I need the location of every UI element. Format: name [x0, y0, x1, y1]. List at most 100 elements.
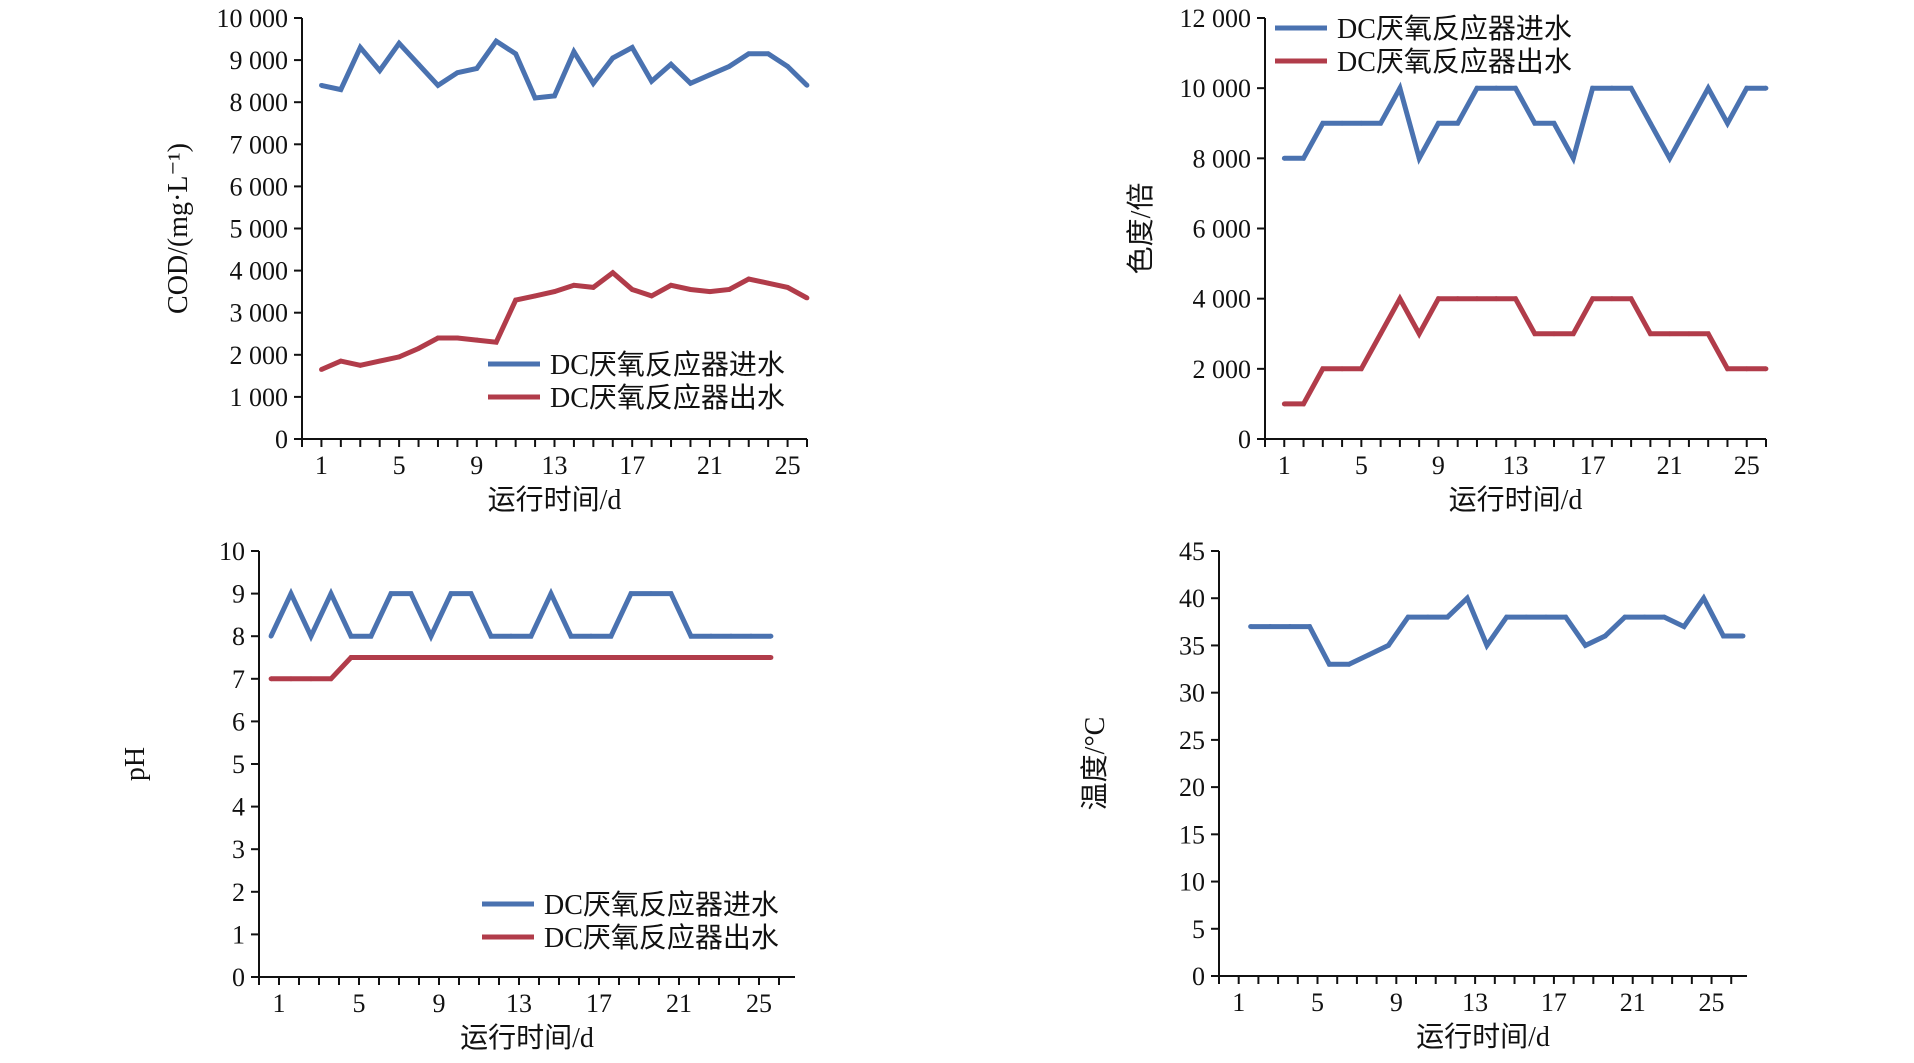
- data-point-outflow: [468, 655, 474, 660]
- data-point-inflow: [1763, 85, 1769, 91]
- y-tick-label: 5: [232, 750, 245, 779]
- legend-label-inflow: DC厌氧反应器进水: [550, 349, 785, 381]
- y-tick-label: 4: [232, 793, 245, 822]
- series-line-inflow: [1284, 81, 1766, 165]
- y-tick-label: 35: [1179, 631, 1205, 660]
- data-point-inflow: [588, 633, 594, 639]
- data-point-outflow: [1493, 296, 1499, 302]
- data-point-outflow: [448, 655, 454, 660]
- y-tick-label: 7 000: [230, 130, 289, 159]
- data-point-inflow: [474, 66, 480, 71]
- data-point-outflow: [629, 287, 635, 292]
- data-point-inflow: [1686, 120, 1692, 126]
- data-point-outflow: [1281, 401, 1287, 407]
- data-point-inflow: [765, 51, 771, 57]
- y-tick-label: 10: [219, 537, 245, 566]
- data-point-outflow: [1628, 296, 1634, 302]
- data-point-inflow: [707, 72, 713, 78]
- data-point-outflow: [1513, 296, 1518, 302]
- y-axis-title: 色度/倍: [1125, 183, 1157, 275]
- y-tick-label: 12 000: [1180, 4, 1252, 33]
- data-point-inflow: [1474, 85, 1480, 91]
- y-tick-label: 0: [232, 963, 245, 992]
- data-point-outflow: [1667, 331, 1673, 337]
- data-point-outflow: [785, 285, 790, 290]
- data-point-inflow: [568, 633, 574, 639]
- data-point-outflow: [1455, 296, 1461, 302]
- series-line-outflow: [271, 655, 771, 682]
- y-tick-label: 4 000: [230, 257, 289, 286]
- data-point-outflow: [688, 655, 694, 660]
- x-axis-title: 运行时间/d: [1416, 1021, 1550, 1053]
- y-tick-label: 7: [232, 665, 245, 694]
- data-point-outflow: [1416, 331, 1422, 337]
- data-point-inflow: [488, 633, 494, 639]
- data-point-outflow: [1744, 366, 1750, 372]
- data-point-inflow: [1358, 120, 1364, 126]
- data-point-inflow: [368, 633, 374, 639]
- data-point-outflow: [649, 293, 655, 299]
- data-point-outflow: [338, 358, 344, 364]
- chart-color: 0 2 000 4 000 6 000 8 000 10 000 12 000 1 5 9 13 17…: [1125, 4, 1769, 516]
- data-point-inflow: [1609, 85, 1615, 91]
- data-point-outflow: [608, 655, 614, 660]
- y-axis-title: COD/(mg·L⁻¹): [163, 143, 194, 314]
- data-point-outflow: [552, 289, 557, 295]
- legend-label-inflow: DC厌氧反应器进水: [1337, 13, 1572, 45]
- data-point-inflow: [1378, 120, 1384, 126]
- data-point-inflow: [508, 633, 514, 639]
- data-point-inflow: [768, 633, 774, 639]
- y-tick-label: 5: [1192, 915, 1205, 944]
- y-tick-label: 2 000: [1193, 355, 1252, 384]
- data-point-inflow: [448, 591, 454, 596]
- data-point-inflow: [1563, 614, 1569, 620]
- data-point-inflow: [728, 633, 734, 639]
- x-tick-label: 21: [697, 451, 723, 480]
- x-tick-label: 13: [506, 989, 532, 1018]
- data-point-outflow: [688, 287, 693, 292]
- data-point-inflow: [338, 87, 344, 92]
- x-tick-label: 9: [1390, 988, 1403, 1017]
- data-point-outflow: [628, 655, 634, 660]
- data-point-inflow: [726, 64, 732, 69]
- y-tick-label: 8 000: [1193, 144, 1252, 173]
- x-tick-label: 17: [1541, 988, 1567, 1017]
- data-point-inflow: [428, 633, 434, 639]
- data-point-outflow: [1686, 331, 1692, 337]
- data-point-outflow: [1301, 401, 1306, 407]
- data-point-outflow: [435, 335, 441, 341]
- series-line-inflow: [1250, 593, 1744, 667]
- data-point-inflow: [1416, 155, 1422, 161]
- x-tick-label: 5: [353, 989, 366, 1018]
- data-point-inflow: [1248, 624, 1253, 629]
- y-tick-label: 10 000: [1180, 74, 1252, 103]
- x-tick-label: 13: [542, 451, 568, 480]
- legend-label-outflow: DC厌氧反应器出水: [550, 382, 785, 414]
- y-tick-label: 9: [232, 580, 245, 609]
- data-point-inflow: [608, 633, 614, 639]
- data-point-outflow: [746, 276, 752, 282]
- data-point-inflow: [804, 82, 810, 88]
- y-tick-label: 25: [1179, 726, 1205, 755]
- data-point-outflow: [1647, 331, 1653, 337]
- data-point-outflow: [1763, 366, 1769, 372]
- data-point-inflow: [348, 633, 354, 639]
- data-point-inflow: [288, 591, 294, 596]
- y-tick-label: 5 000: [230, 215, 289, 244]
- y-tick-label: 15: [1179, 820, 1205, 849]
- data-point-outflow: [493, 339, 499, 345]
- data-point-inflow: [408, 591, 414, 596]
- data-point-inflow: [1326, 661, 1332, 667]
- data-point-outflow: [1320, 366, 1326, 372]
- data-point-outflow: [348, 655, 354, 660]
- data-point-outflow: [1590, 296, 1595, 302]
- y-axis-title: 温度/°C: [1079, 717, 1111, 811]
- data-point-inflow: [1484, 643, 1490, 648]
- data-point-inflow: [268, 633, 274, 639]
- data-point-outflow: [528, 655, 534, 660]
- data-point-inflow: [1583, 643, 1588, 648]
- data-point-inflow: [1513, 85, 1518, 91]
- data-point-outflow: [568, 655, 574, 660]
- data-point-inflow: [1397, 85, 1403, 91]
